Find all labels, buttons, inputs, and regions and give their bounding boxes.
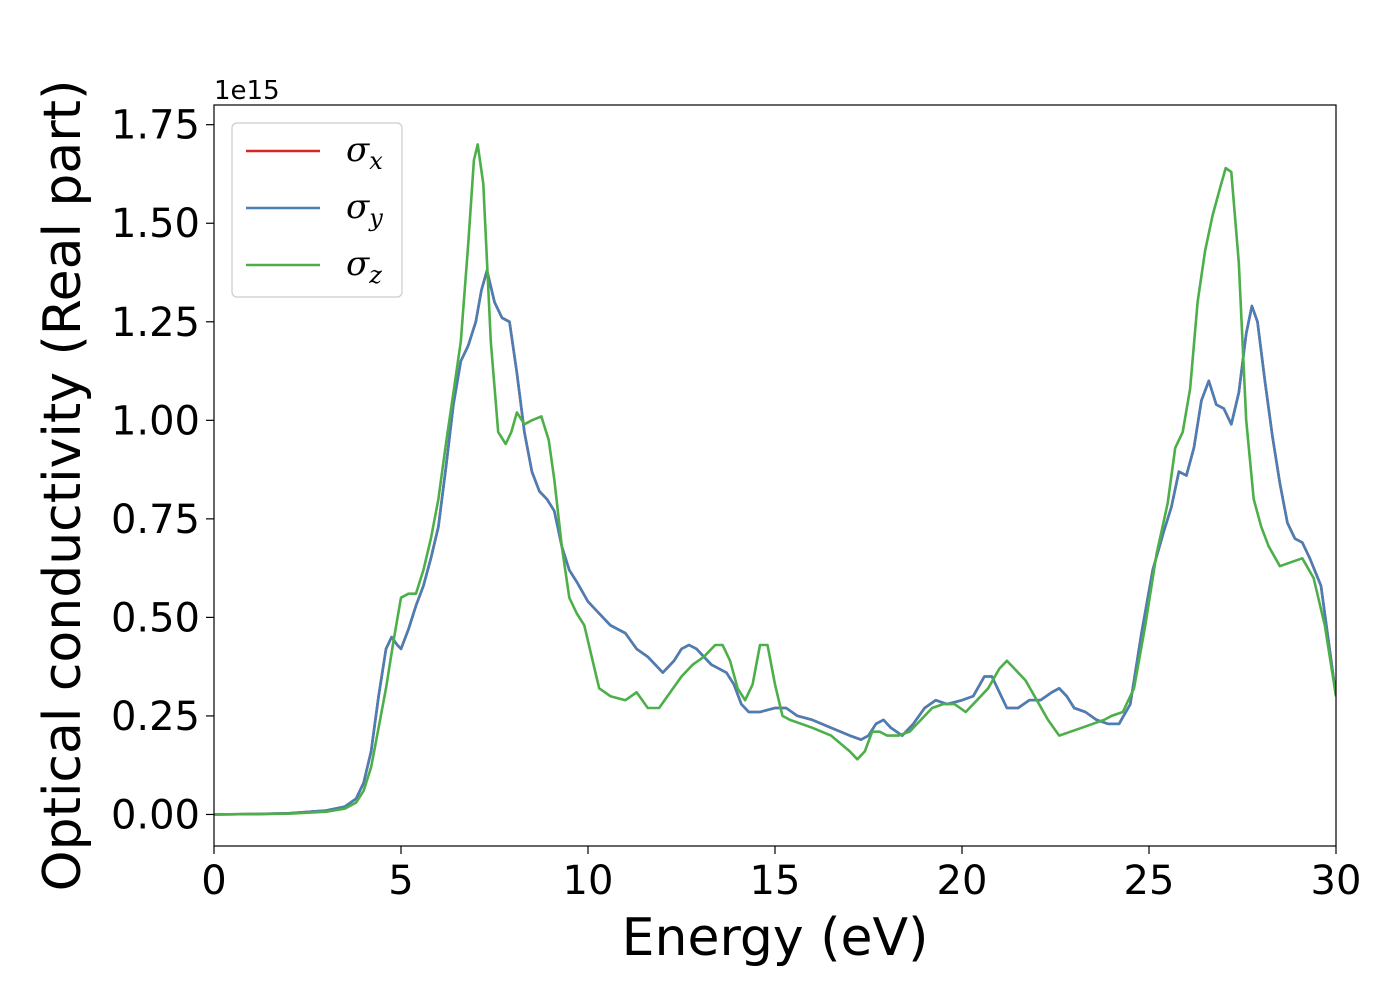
x-tick-label: 0 (201, 858, 226, 904)
legend-item-z: σz (246, 244, 382, 289)
series-line-y (214, 269, 1336, 816)
x-axis-title: Energy (eV) (622, 908, 929, 968)
series-layer (214, 143, 1336, 816)
y-tick-label: 0.75 (111, 497, 200, 543)
y-offset-label: 1e15 (214, 76, 280, 106)
y-tick-label: 0.25 (111, 694, 200, 740)
y-axis: 0.00 0.25 0.50 0.75 1.00 1.25 1.50 1.75 (111, 103, 214, 838)
y-tick-label: 1.50 (111, 201, 200, 247)
y-tick-label: 1.75 (111, 103, 200, 149)
x-tick-label: 25 (1124, 858, 1175, 904)
legend: σx σy σz (231, 122, 403, 298)
legend-item-y: σy (246, 187, 383, 232)
y-tick-label: 0.00 (111, 792, 200, 838)
x-axis: 0 5 10 15 20 25 30 (201, 846, 1361, 904)
x-tick-label: 10 (563, 858, 614, 904)
legend-label: σz (346, 244, 382, 289)
legend-item-x: σx (246, 130, 383, 175)
y-tick-label: 1.00 (111, 398, 200, 444)
legend-label: σx (346, 130, 383, 175)
legend-label: σy (346, 187, 383, 232)
y-tick-label: 0.50 (111, 595, 200, 641)
legend-box (231, 122, 403, 298)
x-tick-label: 15 (750, 858, 801, 904)
x-tick-label: 20 (937, 858, 988, 904)
series-line-z (214, 143, 1336, 816)
x-tick-label: 30 (1311, 858, 1362, 904)
y-axis-title: Optical conductivity (Real part) (33, 80, 93, 892)
y-tick-label: 1.25 (111, 300, 200, 346)
x-tick-label: 5 (388, 858, 413, 904)
